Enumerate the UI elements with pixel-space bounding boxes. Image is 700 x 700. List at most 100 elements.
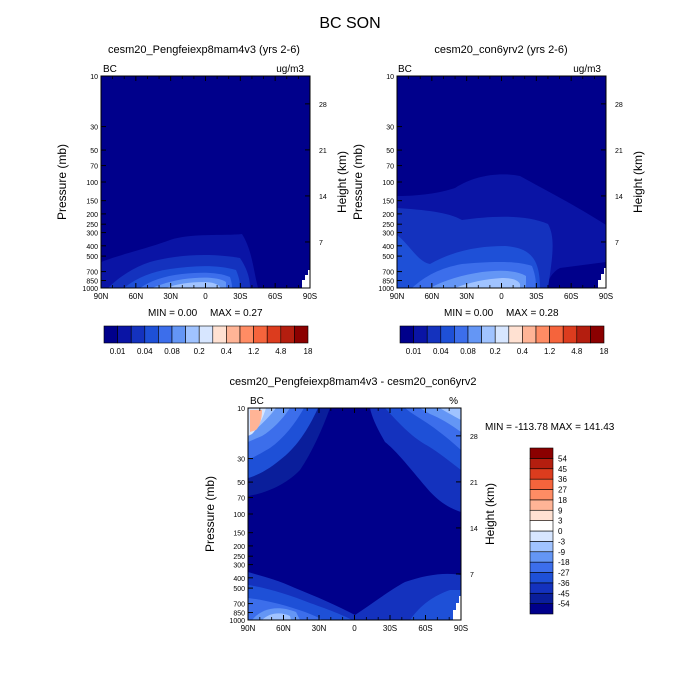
colorbar-label: -9 [558,548,566,557]
colorbar-label: 27 [558,486,567,495]
panel-3-contour-b5 [440,408,461,420]
y-tick-label: 300 [382,231,394,238]
x-tick-label: 30N [163,292,178,301]
colorbar-box [103,325,118,344]
panel-1-y2label: Height (km) [335,151,349,213]
colorbar-box [529,447,554,459]
panel-2-plot-area [396,75,607,289]
panel-1-plot-area [100,75,311,289]
panel-2-y2label: Height (km) [631,151,645,213]
y2-tick-label: 21 [319,148,327,155]
y2-tick-label: 28 [470,434,478,441]
y-tick-label: 70 [237,496,245,503]
colorbar-box [529,520,554,532]
x-tick-label: 90N [94,292,109,301]
x-tick-label: 90S [599,292,613,301]
colorbar-box [529,478,554,490]
x-tick-label: 30S [529,292,543,301]
colorbar-label: 0.08 [460,347,476,356]
colorbar-box [529,572,554,584]
x-tick-label: 90N [390,292,405,301]
colorbar-label: -18 [558,558,570,567]
x-tick-label: 90S [454,624,468,633]
x-tick-label: 60N [128,292,143,301]
colorbar-box [294,325,309,344]
colorbar-box [508,325,523,344]
y-tick-label: 150 [86,199,98,206]
y-tick-label: 400 [86,244,98,251]
colorbar-box [529,561,554,573]
colorbar-box [529,458,554,470]
colorbar-box [576,325,591,344]
y-tick-label: 700 [382,270,394,277]
y-tick-label: 700 [233,602,245,609]
colorbar-box [280,325,295,344]
colorbar-box [529,468,554,480]
panel-1-axes: 90N 60N 30N 0 30S 60S 90S 10 30 50 70 100 150 200 250 3… [82,74,326,301]
y-tick-label: 850 [382,279,394,286]
y-tick-label: 300 [233,563,245,570]
x-tick-label: 30N [312,624,327,633]
y-tick-label: 50 [237,480,245,487]
colorbar-box [185,325,200,344]
y-tick-label: 30 [90,125,98,132]
y-tick-label: 1000 [82,286,98,293]
colorbar-box [529,541,554,553]
panel-2: cesm20_con6yrv2 (yrs 2-6) BC ug/m3 90N 60… [351,44,645,356]
y-tick-label: 400 [382,244,394,251]
panel-1-contour-6 [166,282,220,288]
panel-1-max-label: MAX = 0.27 [210,308,263,319]
colorbar-box [529,530,554,542]
colorbar-label: 1.2 [248,347,260,356]
colorbar-label: 1.2 [544,347,556,356]
x-tick-label: 0 [352,624,357,633]
colorbar-label: -3 [558,537,566,546]
y-tick-label: 100 [233,512,245,519]
panel-2-title: cesm20_con6yrv2 (yrs 2-6) [434,44,567,56]
colorbar-label: 0.08 [164,347,180,356]
panel-1-left-label: BC [103,64,117,75]
panel-3: cesm20_Pengfeiexp8mam4v3 - cesm20_con6yr… [203,376,615,633]
panel-3-contour-a7 [250,410,262,432]
y-tick-label: 250 [233,554,245,561]
colorbar-box [529,499,554,511]
colorbar-box [171,325,186,344]
y-tick-label: 850 [86,279,98,286]
panel-2-contour-6 [455,278,520,288]
colorbar-label: -27 [558,569,570,578]
panel-1-units-label: ug/m3 [276,64,304,75]
panel-2-max-label: MAX = 0.28 [506,308,559,319]
colorbar-box [253,325,268,344]
colorbar-box [590,325,605,344]
y2-tick-label: 14 [470,526,478,533]
y-tick-label: 200 [86,212,98,219]
colorbar-label: 3 [558,517,563,526]
panel-2-units-label: ug/m3 [573,64,601,75]
x-tick-label: 60S [268,292,282,301]
panel-2-axes: 90N 60N 30N 0 30S 60S 90S 10 30 50 70 100 150 200 250 3… [378,74,622,301]
panel-2-colorbar: 0.01 0.04 0.08 0.2 0.4 1.2 4.8 18 [399,325,609,356]
colorbar-label: 4.8 [275,347,287,356]
colorbar-box [529,592,554,604]
colorbar-box [440,325,455,344]
colorbar-label: 18 [304,347,313,356]
colorbar-label: 36 [558,475,567,484]
y-tick-label: 1000 [378,286,394,293]
y-tick-label: 10 [90,74,98,81]
panel-1-ylabel: Pressure (mb) [55,144,69,220]
y-tick-label: 30 [237,457,245,464]
panel-3-ylabel: Pressure (mb) [203,476,217,552]
panel-1-missing-data [302,270,310,288]
colorbar-box [494,325,510,344]
colorbar-box [117,325,132,344]
colorbar-label: 0.2 [490,347,502,356]
panel-3-contour-c3 [410,590,461,620]
panel-3-units-label: % [449,396,458,407]
y-tick-label: 10 [237,406,245,413]
colorbar-box [413,325,428,344]
panel-1: cesm20_Pengfeiexp8mam4v3 (yrs 2-6) BC ug… [55,44,349,356]
y2-tick-label: 7 [319,240,323,247]
colorbar-label: 4.8 [571,347,583,356]
colorbar-box [144,325,159,344]
